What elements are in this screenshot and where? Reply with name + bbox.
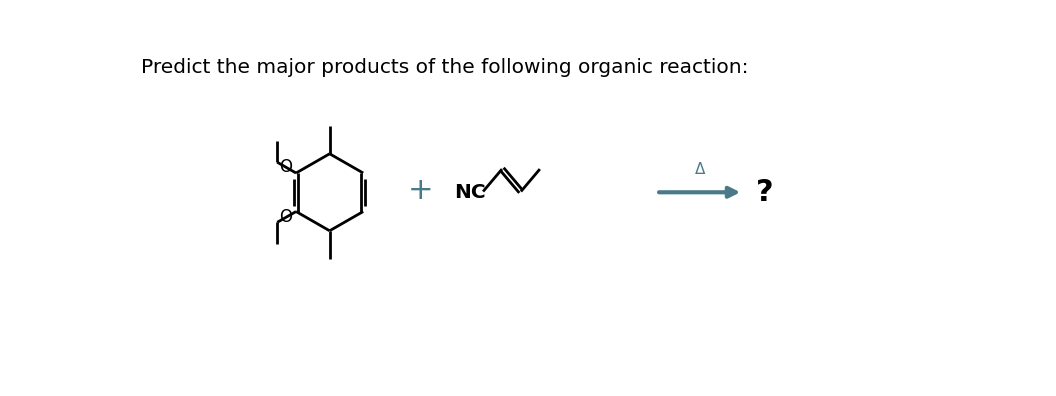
- Text: NC: NC: [454, 183, 486, 202]
- Text: O: O: [279, 208, 293, 227]
- Text: Δ: Δ: [695, 162, 704, 177]
- Text: Predict the major products of the following organic reaction:: Predict the major products of the follow…: [142, 58, 749, 77]
- Text: ?: ?: [756, 178, 773, 207]
- Text: +: +: [408, 176, 433, 205]
- Text: O: O: [279, 158, 293, 176]
